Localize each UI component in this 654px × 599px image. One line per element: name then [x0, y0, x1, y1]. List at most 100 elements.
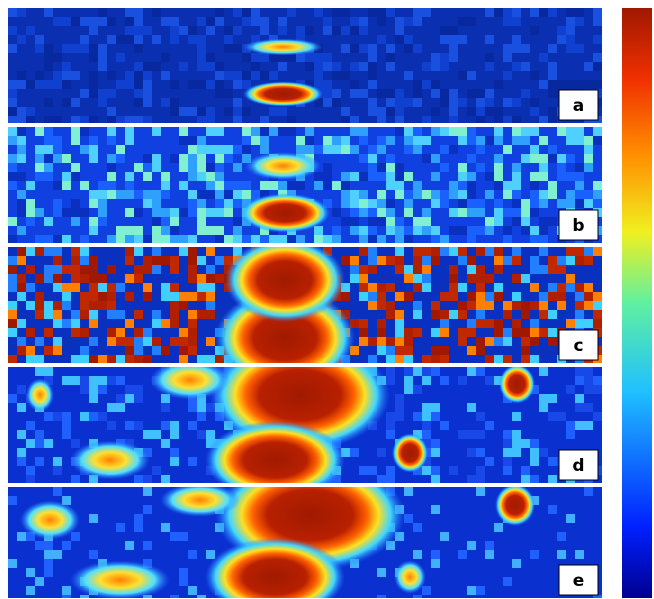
heatmap-cell: [440, 346, 449, 355]
heatmap-cell: [107, 172, 116, 181]
heatmap-cell: [485, 337, 494, 346]
heatmap-cell: [296, 145, 305, 154]
heatmap-cell: [359, 208, 368, 217]
heatmap-cell: [431, 172, 440, 181]
heatmap-cell: [170, 256, 179, 265]
heatmap-cell: [116, 310, 125, 319]
heatmap-cell: [170, 226, 179, 235]
heatmap-cell: [170, 448, 179, 457]
heatmap-cell: [152, 346, 161, 355]
heatmap-cell: [314, 181, 323, 190]
heatmap-cell: [458, 98, 467, 107]
heatmap-cell: [98, 274, 107, 283]
heatmap-cell: [548, 116, 557, 125]
heatmap-cell: [71, 44, 80, 53]
heatmap-cell: [188, 163, 197, 172]
heatmap-cell: [503, 190, 512, 199]
heatmap-cell: [170, 337, 179, 346]
heatmap-cell: [53, 487, 62, 496]
heatmap-cell: [188, 274, 197, 283]
heatmap-cell: [431, 62, 440, 71]
heatmap-cell: [449, 226, 458, 235]
heatmap-cell: [233, 8, 242, 17]
heatmap-cell: [593, 199, 602, 208]
heatmap-cell: [287, 235, 296, 244]
heatmap-cell: [233, 190, 242, 199]
heatmap-cell: [485, 35, 494, 44]
heatmap-cell: [548, 145, 557, 154]
hotspot: [243, 39, 323, 56]
heatmap-cell: [431, 475, 440, 484]
heatmap-cell: [125, 226, 134, 235]
heatmap-cell: [404, 292, 413, 301]
heatmap-cell: [593, 181, 602, 190]
heatmap-cell: [494, 116, 503, 125]
heatmap-cell: [503, 448, 512, 457]
heatmap-cell: [575, 8, 584, 17]
heatmap-cell: [395, 89, 404, 98]
heatmap-cell: [494, 136, 503, 145]
heatmap-cell: [593, 136, 602, 145]
heatmap-cell: [89, 385, 98, 394]
heatmap-cell: [467, 172, 476, 181]
heatmap-cell: [440, 421, 449, 430]
heatmap-cell: [251, 53, 260, 62]
heatmap-cell: [440, 235, 449, 244]
heatmap-cell: [188, 403, 197, 412]
heatmap-cell: [386, 346, 395, 355]
heatmap-cell: [476, 292, 485, 301]
heatmap-cell: [476, 466, 485, 475]
heatmap-cell: [161, 53, 170, 62]
heatmap-cell: [359, 172, 368, 181]
heatmap-cell: [341, 44, 350, 53]
heatmap-cell: [89, 319, 98, 328]
heatmap-cell: [305, 26, 314, 35]
heatmap-cell: [98, 301, 107, 310]
heatmap-cell: [62, 319, 71, 328]
heatmap-cell: [179, 328, 188, 337]
heatmap-cell: [359, 337, 368, 346]
heatmap-cell: [530, 127, 539, 136]
heatmap-cell: [476, 265, 485, 274]
heatmap-cell: [449, 247, 458, 256]
heatmap-cell: [71, 17, 80, 26]
heatmap-cell: [512, 35, 521, 44]
heatmap-cell: [62, 208, 71, 217]
heatmap-cell: [395, 265, 404, 274]
heatmap-cell: [152, 247, 161, 256]
heatmap-cell: [116, 328, 125, 337]
heatmap-cell: [512, 98, 521, 107]
heatmap-cell: [413, 127, 422, 136]
heatmap-cell: [503, 301, 512, 310]
heatmap-cell: [386, 44, 395, 53]
heatmap-cell: [395, 190, 404, 199]
heatmap-cell: [413, 310, 422, 319]
heatmap-cell: [467, 181, 476, 190]
heatmap-cell: [521, 274, 530, 283]
heatmap-cell: [323, 235, 332, 244]
hotspot: [20, 500, 80, 539]
heatmap-cell: [143, 475, 152, 484]
heatmap-cell: [566, 514, 575, 523]
heatmap-cell: [440, 98, 449, 107]
heatmap-cell: [476, 310, 485, 319]
heatmap-cell: [332, 136, 341, 145]
heatmap-cell: [476, 319, 485, 328]
heatmap-cell: [503, 439, 512, 448]
heatmap-cell: [341, 8, 350, 17]
heatmap-cell: [377, 235, 386, 244]
heatmap-cell: [89, 17, 98, 26]
heatmap-cell: [152, 226, 161, 235]
heatmap-cell: [296, 181, 305, 190]
heatmap-cell: [170, 319, 179, 328]
heatmap-cell: [512, 274, 521, 283]
heatmap-cell: [413, 274, 422, 283]
heatmap-cell: [170, 208, 179, 217]
heatmap-cell: [530, 319, 539, 328]
hotspot: [26, 378, 54, 412]
heatmap-cell: [44, 274, 53, 283]
heatmap-cell: [467, 301, 476, 310]
heatmap-cell: [350, 172, 359, 181]
heatmap-cell: [89, 310, 98, 319]
heatmap-cell: [404, 367, 413, 376]
